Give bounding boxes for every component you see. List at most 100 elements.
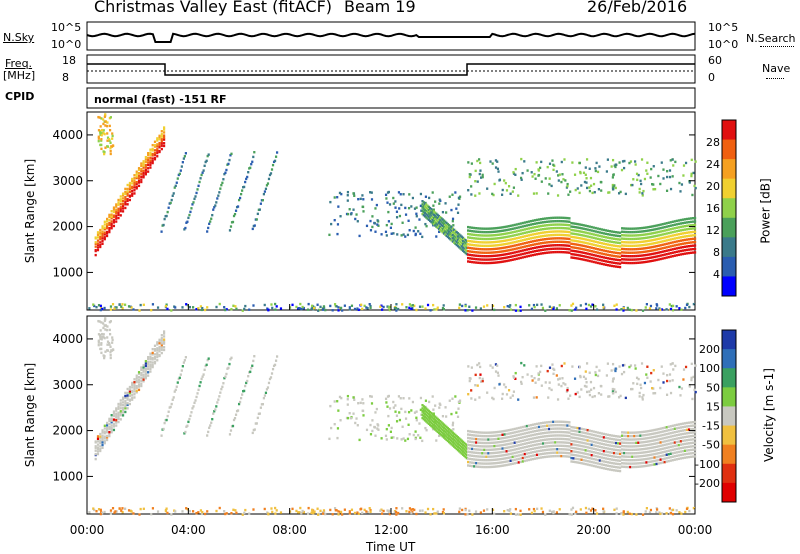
- power-cell: [627, 258, 630, 261]
- power-cell: [160, 133, 163, 136]
- power-cell: [598, 251, 601, 255]
- power-cell: [613, 304, 616, 308]
- power-cell: [147, 161, 150, 164]
- power-cell: [588, 259, 591, 263]
- power-cell: [140, 172, 143, 176]
- velocity-cell: [101, 436, 104, 440]
- velocity-cell: [408, 397, 411, 400]
- power-cell: [101, 234, 104, 238]
- velocity-cell: [645, 450, 648, 454]
- velocity-cell: [451, 421, 455, 425]
- power-cell: [339, 215, 342, 218]
- velocity-cell: [661, 433, 664, 437]
- velocity-cell: [623, 363, 626, 367]
- velocity-cell: [621, 434, 624, 437]
- velocity-cell: [483, 445, 486, 448]
- velocity-cell: [419, 436, 422, 440]
- velocity-cell: [354, 421, 357, 425]
- power-cell: [616, 234, 620, 238]
- power-cell: [679, 253, 682, 256]
- velocity-cell: [661, 454, 664, 457]
- power-cell: [96, 246, 100, 249]
- velocity-cell: [578, 447, 581, 451]
- velocity-cell: [96, 450, 100, 453]
- power-cell: [680, 308, 683, 311]
- velocity-cell: [398, 418, 402, 422]
- velocity-cell: [189, 414, 192, 418]
- noise-right-tick-low: 10^0: [708, 38, 739, 51]
- power-cell: [663, 229, 666, 232]
- power-cell: [679, 249, 682, 253]
- power-cell: [608, 233, 612, 236]
- velocity-cell: [600, 393, 603, 396]
- power-cell: [537, 232, 541, 235]
- power-cell: [615, 308, 618, 311]
- velocity-cell: [176, 381, 179, 384]
- velocity-cell: [683, 425, 687, 428]
- velocity-cell: [504, 385, 507, 389]
- power-cell: [554, 250, 557, 254]
- power-cell: [99, 245, 102, 249]
- velocity-cell: [117, 402, 120, 406]
- velocity-cell: [124, 507, 127, 510]
- velocity-cell: [112, 419, 116, 423]
- velocity-cell: [477, 451, 480, 455]
- power-cell: [369, 191, 372, 194]
- power-cell: [103, 151, 106, 154]
- power-cell: [229, 225, 233, 228]
- power-cell: [514, 309, 518, 312]
- velocity-cell: [307, 506, 310, 510]
- velocity-cell: [655, 449, 658, 452]
- velocity-cell: [121, 406, 125, 410]
- power-cell: [649, 235, 652, 239]
- power-cell: [556, 226, 559, 230]
- velocity-cell: [241, 513, 244, 516]
- power-cell: [435, 225, 438, 228]
- power-cell: [645, 229, 648, 233]
- velocity-cell: [174, 510, 177, 513]
- power-cell: [469, 250, 472, 253]
- velocity-cell: [692, 375, 695, 379]
- power-cell: [659, 244, 662, 247]
- power-cell: [144, 168, 147, 172]
- velocity-cell: [525, 438, 528, 442]
- velocity-cell: [99, 335, 102, 338]
- power-cell: [558, 247, 561, 250]
- velocity-cell: [467, 457, 470, 460]
- velocity-cell: [128, 398, 131, 401]
- power-cell: [659, 254, 662, 257]
- power-cell: [562, 251, 565, 254]
- velocity-cell: [693, 451, 697, 455]
- velocity-cell: [375, 407, 378, 411]
- power-cell: [469, 253, 472, 257]
- velocity-cell: [451, 423, 454, 427]
- velocity-cell: [563, 362, 566, 365]
- velocity-cell: [475, 455, 478, 458]
- power-cell: [115, 208, 118, 211]
- power-cell: [151, 161, 154, 165]
- power-cell: [133, 177, 136, 180]
- freq-unit-label: [MHz]: [3, 69, 36, 82]
- power-cell: [621, 230, 624, 233]
- power-cell: [511, 255, 514, 258]
- velocity-cell: [651, 386, 654, 390]
- power-cell: [590, 236, 593, 239]
- power-cell: [556, 194, 560, 197]
- power-cell: [183, 228, 186, 231]
- velocity-cell: [420, 413, 423, 416]
- power-cell: [453, 231, 456, 235]
- velocity-cell: [395, 513, 398, 516]
- power-cell: [109, 149, 112, 153]
- power-cell: [680, 183, 684, 186]
- power-cell: [521, 252, 524, 256]
- velocity-cell: [608, 447, 612, 451]
- power-cell: [124, 206, 127, 210]
- velocity-cell: [666, 373, 669, 377]
- power-cell: [683, 242, 687, 245]
- power-cell: [460, 241, 463, 245]
- velocity-cell: [513, 427, 516, 431]
- velocity-cell: [560, 427, 563, 430]
- power-cell: [133, 183, 136, 187]
- power-cell: [473, 257, 476, 261]
- power-cell: [138, 309, 141, 312]
